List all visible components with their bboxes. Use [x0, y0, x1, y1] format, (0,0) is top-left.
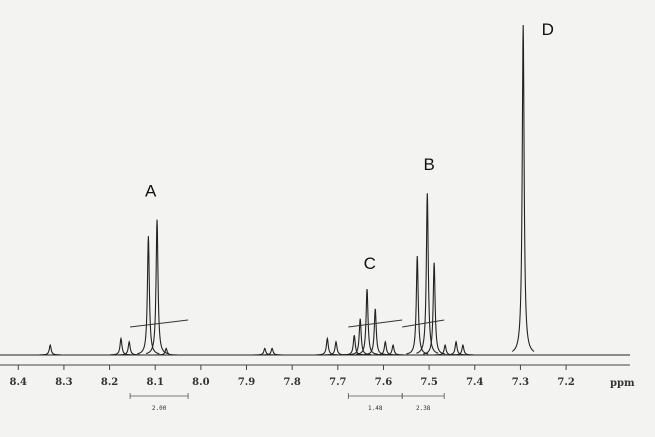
peak — [356, 288, 379, 355]
x-tick-label: 7.2 — [557, 377, 574, 388]
x-tick-label: 7.3 — [512, 377, 529, 388]
integral-label: 1.48 — [368, 405, 383, 412]
x-tick-label: 8.1 — [147, 377, 164, 388]
peak — [137, 236, 160, 355]
peak — [451, 343, 474, 356]
peak — [511, 24, 535, 352]
x-tick-label: 8.0 — [192, 377, 209, 388]
x-tick-label: 7.8 — [283, 377, 300, 388]
peak — [423, 262, 446, 355]
peak — [261, 347, 284, 356]
peak — [416, 193, 439, 354]
peak-label: C — [364, 254, 376, 273]
peak — [406, 255, 429, 355]
peak — [382, 343, 405, 356]
peak — [364, 308, 387, 356]
peak — [253, 347, 276, 356]
integral-label: 2.38 — [416, 405, 431, 412]
peak — [343, 335, 366, 356]
integral-label: 2.00 — [152, 405, 167, 412]
peak — [374, 340, 397, 356]
peak-label: A — [145, 182, 157, 201]
peak — [445, 340, 468, 356]
integral-trace — [348, 319, 403, 328]
x-tick-label: 7.7 — [329, 377, 346, 388]
peak — [39, 343, 62, 356]
x-tick-label: 8.4 — [10, 377, 27, 388]
peak — [155, 347, 178, 356]
x-tick-label: 7.9 — [238, 377, 255, 388]
x-axis-label: ppm — [610, 378, 635, 389]
integral-trace — [402, 319, 445, 328]
x-tick-label: 8.2 — [101, 377, 118, 388]
peak — [118, 340, 141, 356]
x-tick-label: 7.5 — [420, 377, 437, 388]
peak — [145, 219, 169, 355]
x-tick-label: 7.6 — [375, 377, 392, 388]
peak — [110, 336, 132, 356]
integral-trace — [130, 319, 189, 328]
peak — [316, 336, 339, 356]
peak-label: B — [423, 155, 434, 174]
x-tick-label: 8.3 — [55, 377, 72, 388]
peak-label: D — [542, 20, 554, 39]
x-tick-label: 7.4 — [466, 377, 483, 388]
